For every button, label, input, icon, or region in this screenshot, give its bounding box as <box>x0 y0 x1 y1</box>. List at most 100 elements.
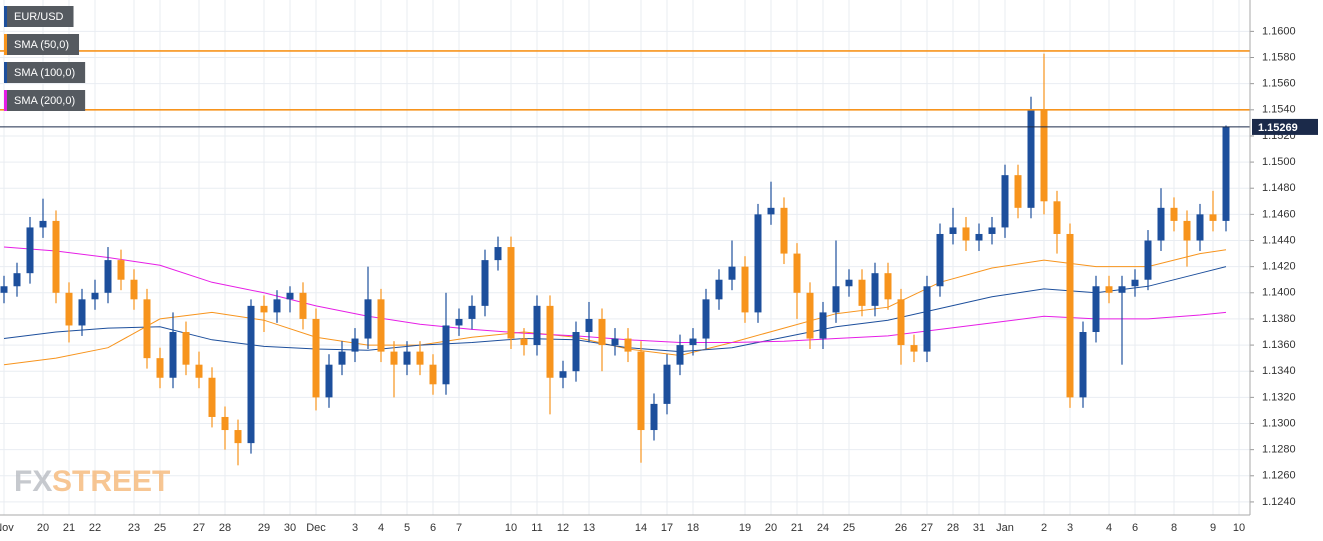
candle-body <box>975 233 983 241</box>
candle-body <box>507 247 515 339</box>
candle-body <box>468 305 476 319</box>
candle-body <box>715 279 723 300</box>
candle-body <box>429 364 437 385</box>
candle-body <box>403 351 411 365</box>
candle-body <box>923 286 931 352</box>
x-tick-label: 13 <box>583 522 595 534</box>
candle-body <box>1001 175 1009 228</box>
candle-body <box>26 227 34 274</box>
candle-body <box>962 227 970 241</box>
candle-body <box>1040 109 1048 202</box>
watermark-fx: FX <box>14 465 52 498</box>
candle-body <box>520 338 528 346</box>
candle-body <box>949 227 957 234</box>
legend-swatch <box>4 34 7 55</box>
candle-body <box>845 279 853 287</box>
candle-body <box>0 286 8 293</box>
y-tick-label: 1.1340 <box>1262 365 1296 377</box>
candle-body <box>377 299 385 352</box>
candle-body <box>585 318 593 333</box>
y-tick-label: 1.1540 <box>1262 104 1296 116</box>
x-tick-label: 14 <box>635 522 647 534</box>
x-tick-label: 6 <box>1132 522 1138 534</box>
candle-body <box>611 338 619 346</box>
candle-body <box>884 273 892 300</box>
x-tick-label: 4 <box>1106 522 1112 534</box>
y-tick-label: 1.1400 <box>1262 287 1296 299</box>
x-tick-label: 20 <box>37 522 49 534</box>
legend-label: SMA (100,0) <box>14 67 75 79</box>
last-price-box <box>1252 118 1318 135</box>
candle-body <box>1144 240 1152 280</box>
candle-body <box>637 351 645 431</box>
candle-body <box>1183 220 1191 241</box>
x-tick-label: 3 <box>352 522 358 534</box>
x-tick-label: 24 <box>817 522 829 534</box>
x-tick-label: 31 <box>973 522 985 534</box>
y-tick-label: 1.1420 <box>1262 261 1296 273</box>
candle-body <box>598 318 606 346</box>
candle-body <box>351 338 359 352</box>
y-tick-label: 1.1300 <box>1262 417 1296 429</box>
candle-body <box>533 305 541 346</box>
x-tick-label: Dec <box>306 522 326 534</box>
candle-body <box>39 220 47 228</box>
candle-body <box>117 260 125 280</box>
x-tick-label: 7 <box>456 522 462 534</box>
last-price-label: 1.15269 <box>1258 122 1298 134</box>
x-tick-label: Nov <box>0 522 14 534</box>
candle-body <box>1118 286 1126 293</box>
x-tick-label: 20 <box>765 522 777 534</box>
x-tick-label: 28 <box>947 522 959 534</box>
x-tick-label: 6 <box>430 522 436 534</box>
candle-body <box>234 430 242 444</box>
candle-body <box>195 364 203 378</box>
candle-body <box>65 292 73 326</box>
x-tick-label: 17 <box>661 522 673 534</box>
candle-body <box>143 299 151 359</box>
x-tick-label: 21 <box>791 522 803 534</box>
x-tick-label: 26 <box>895 522 907 534</box>
x-tick-label: 25 <box>154 522 166 534</box>
candle-body <box>767 207 775 215</box>
candle-body <box>364 299 372 339</box>
legend-label: SMA (200,0) <box>14 95 75 107</box>
candle-body <box>481 260 489 306</box>
legend-box <box>4 62 86 83</box>
candle-body <box>936 233 944 287</box>
candle-body <box>650 403 658 431</box>
candle-body <box>832 286 840 313</box>
candle-body <box>728 266 736 280</box>
x-tick-label: 19 <box>739 522 751 534</box>
x-tick-label: 9 <box>1210 522 1216 534</box>
candle-body <box>91 292 99 300</box>
candle-body <box>273 299 281 313</box>
candle-body <box>793 253 801 293</box>
candle-body <box>858 279 866 306</box>
candle-body <box>819 312 827 339</box>
candle-body <box>780 207 788 254</box>
candle-body <box>390 351 398 365</box>
candle-body <box>312 318 320 398</box>
candle-body <box>299 292 307 319</box>
legend-box <box>4 34 80 55</box>
candle-body <box>988 227 996 234</box>
candle-body <box>494 247 502 261</box>
candle-body <box>182 332 190 365</box>
legend-swatch <box>4 62 7 83</box>
y-tick-label: 1.1500 <box>1262 156 1296 168</box>
candle-body <box>559 371 567 378</box>
candle-body <box>1157 207 1165 241</box>
candle-body <box>806 292 814 339</box>
candle-body <box>1079 332 1087 398</box>
x-tick-label: 25 <box>843 522 855 534</box>
y-tick-label: 1.1600 <box>1262 25 1296 37</box>
candle-body <box>572 332 580 372</box>
candle-body <box>1222 126 1230 221</box>
candle-body <box>702 299 710 339</box>
candle-body <box>260 305 268 313</box>
legend-box <box>4 6 74 27</box>
candle-body <box>1066 233 1074 398</box>
